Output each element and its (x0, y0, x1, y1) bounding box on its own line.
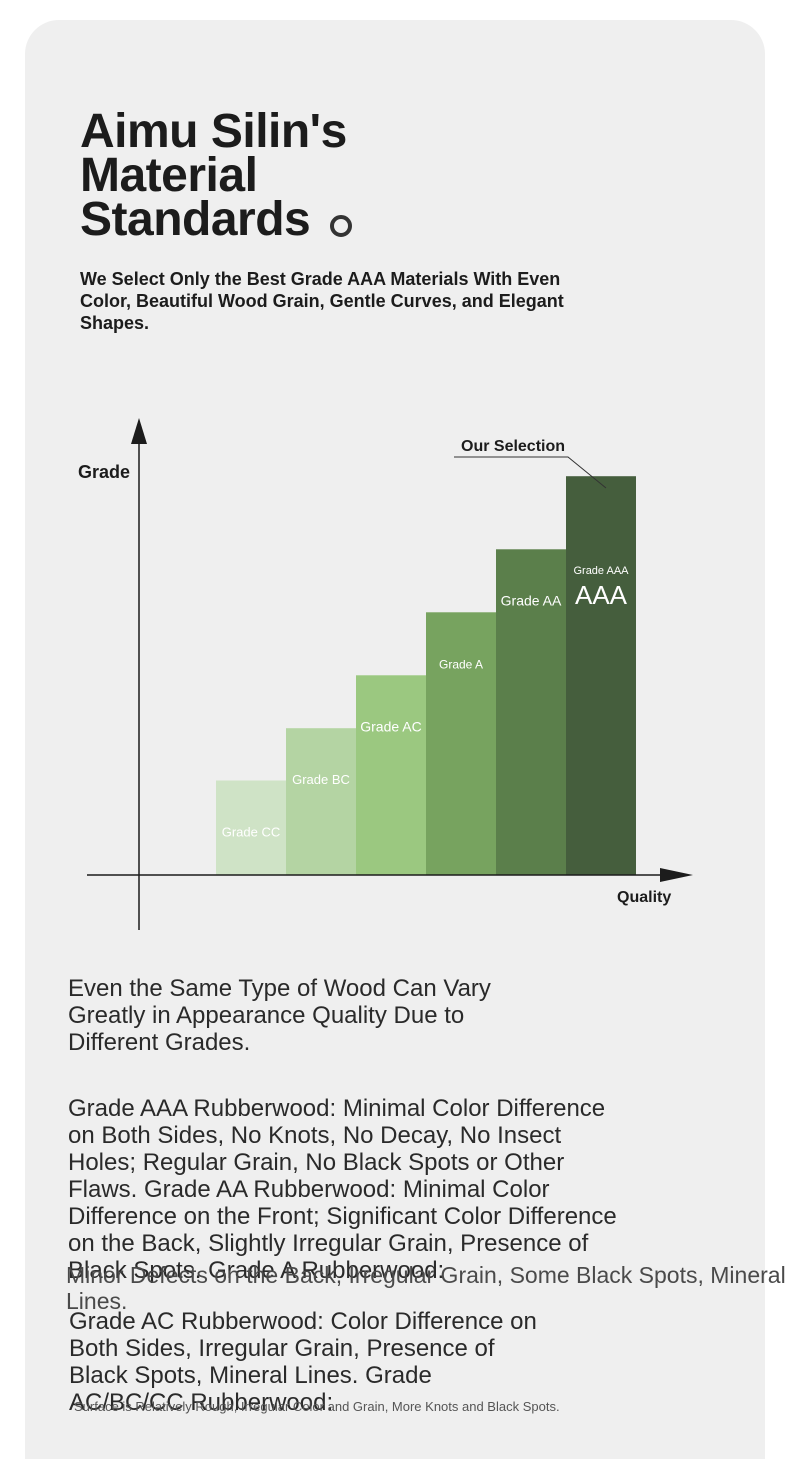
bar-grade-aa (496, 549, 566, 875)
bar-grade-ac (356, 675, 426, 875)
bar-grade-aaa (566, 476, 636, 875)
bar-label-grade-aa: Grade AA (501, 592, 562, 608)
bar-label-grade-ac: Grade AC (360, 718, 421, 734)
title-line-2: Material (80, 149, 258, 202)
bar-grade-a (426, 612, 496, 875)
annotation-leader (454, 456, 607, 489)
bar-label-grade-a: Grade A (439, 657, 483, 671)
x-axis-label: Quality (617, 889, 671, 906)
bar-grade-bc (286, 728, 356, 875)
title-line-1: Aimu Silin's (80, 105, 347, 158)
y-axis-label: Grade (78, 462, 130, 482)
grade-ac-description: Grade AC Rubberwood: Color Difference on… (69, 1308, 537, 1416)
bar-label-grade-bc: Grade BC (292, 772, 350, 787)
grade-cc-footnote: Surface is Relatively Rough, Irregular C… (74, 1399, 560, 1414)
ring-icon (330, 215, 352, 237)
bar-grade-cc (216, 780, 286, 875)
intro-paragraph: Even the Same Type of Wood Can Vary Grea… (68, 975, 491, 1056)
grade-a-description: Minor Defects on the Back, Irregular Gra… (66, 1262, 786, 1314)
bar-label-grade-aaa: Grade AAA (573, 565, 629, 577)
bar-label-grade-cc: Grade CC (222, 825, 281, 840)
bar-big-label-aaa: AAA (575, 580, 628, 610)
y-axis-arrow (131, 418, 147, 444)
subtitle: We Select Only the Best Grade AAA Materi… (80, 269, 564, 333)
x-axis-arrow (660, 868, 693, 882)
grade-description: Grade AAA Rubberwood: Minimal Color Diff… (68, 1095, 617, 1284)
title-line-3: Standards (80, 193, 311, 246)
annotation-label: Our Selection (461, 438, 565, 455)
page-title: Aimu Silin's Material Standards (80, 105, 380, 246)
